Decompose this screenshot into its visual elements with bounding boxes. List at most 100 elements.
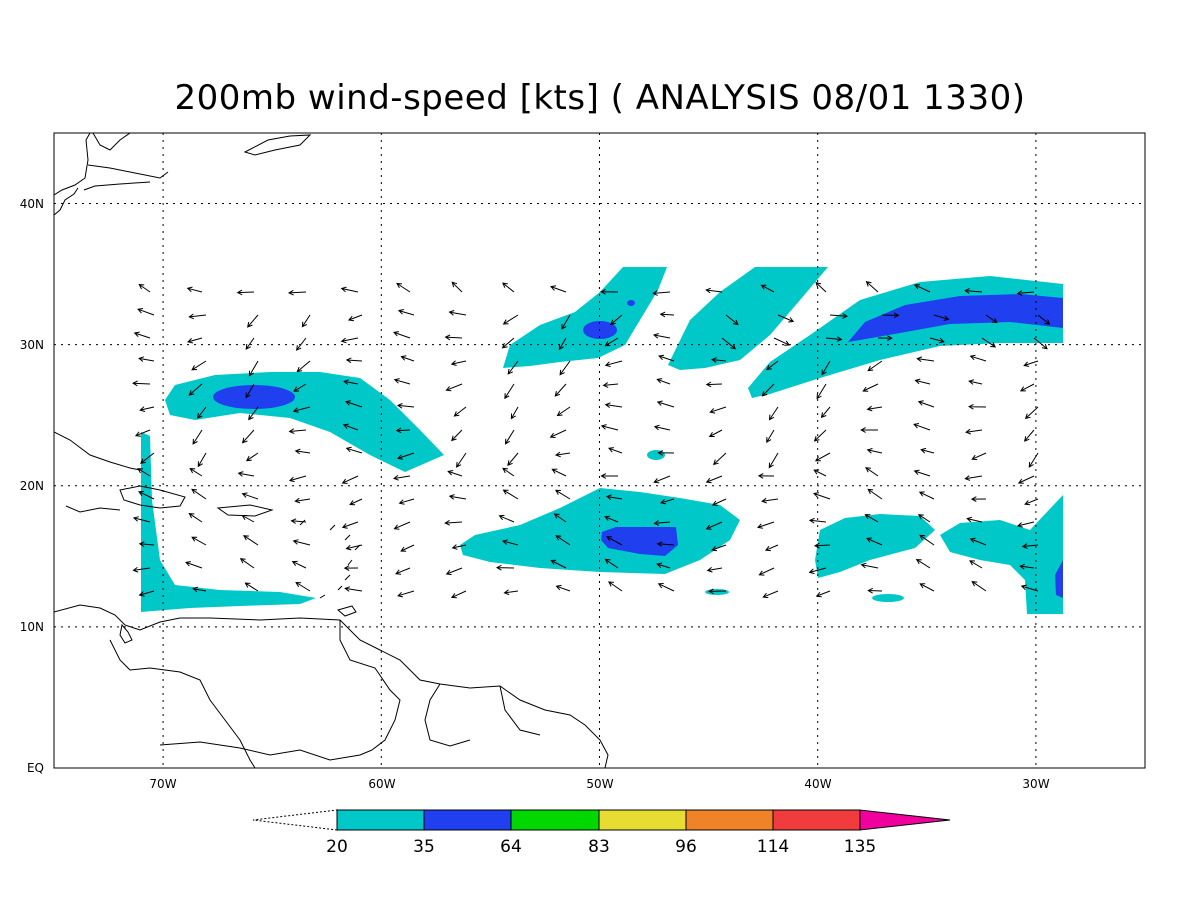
coastline-outlines <box>54 133 609 768</box>
wind-vector-arrow <box>766 360 779 371</box>
wind-vector-arrow <box>393 378 411 385</box>
wind-vector-arrow <box>918 491 935 500</box>
wind-vector-arrow <box>1024 498 1039 506</box>
wind-vector-arrow <box>777 314 795 323</box>
wind-vector-arrow <box>295 337 307 351</box>
wind-vector-arrow <box>705 381 723 388</box>
wind-vector-arrow <box>881 312 900 319</box>
wind-vector-arrow <box>829 313 848 319</box>
wind-vector-arrow <box>133 331 151 339</box>
wind-vector-arrow <box>137 308 155 316</box>
wind-vector-arrow <box>393 331 411 339</box>
jet-core-west-atlantic <box>213 385 295 409</box>
north-america-coast <box>54 133 169 216</box>
wind-vector-arrow <box>773 337 791 346</box>
wind-vector-arrow <box>392 475 411 481</box>
wind-vector-arrow <box>344 400 363 408</box>
wind-vector-arrow <box>964 288 983 294</box>
wind-vector-arrow <box>708 429 723 437</box>
wind-vector-arrow <box>866 537 883 546</box>
colorbar-label-114: 114 <box>757 837 789 857</box>
wind-vector-arrow <box>134 429 151 437</box>
wind-vector-arrow <box>761 383 775 397</box>
wind-vector-arrow <box>555 584 571 592</box>
wind-vector-arrow <box>764 544 779 552</box>
lat-label-eq: EQ <box>27 761 44 775</box>
wind-vector-arrow <box>291 560 307 569</box>
wind-vector-arrow <box>451 429 463 442</box>
wind-vector-arrow <box>766 429 775 443</box>
wind-vector-arrow <box>813 469 827 477</box>
brazil-interior <box>159 741 373 761</box>
wind-vector-arrow <box>495 564 515 571</box>
wind-vector-arrow <box>294 448 311 455</box>
wind-vector-arrow <box>290 518 307 524</box>
wind-vector-arrow <box>721 337 737 350</box>
wind-vector-arrow <box>341 521 359 529</box>
wind-vector-arrow <box>969 354 987 362</box>
lat-label-40n: 40N <box>20 197 44 211</box>
wind-vector-arrow <box>709 406 727 414</box>
lat-label-10n: 10N <box>20 620 44 634</box>
wind-vector-arrow <box>349 498 363 506</box>
wind-vector-arrow <box>561 314 571 330</box>
wind-vector-arrow <box>1019 563 1035 570</box>
wind-vector-arrow <box>396 403 415 409</box>
wind-vector-arrow <box>132 380 151 387</box>
wind-vector-arrow <box>502 314 519 325</box>
wind-vector-arrow <box>140 452 155 464</box>
wind-vector-arrow <box>444 334 463 341</box>
wind-vector-arrow <box>188 513 203 523</box>
wind-vector-arrow <box>559 360 571 376</box>
wind-vector-arrow <box>866 405 883 412</box>
wind-vector-arrow <box>296 360 311 373</box>
wind-vector-arrow <box>553 513 567 523</box>
wind-vector-arrow <box>447 470 463 477</box>
wind-vector-arrow <box>825 336 843 342</box>
wind-vector-arrow <box>243 535 259 546</box>
wind-vector-arrow <box>604 558 619 569</box>
map-title: 200mb wind-speed [kts] ( ANALYSIS 08/01 … <box>174 78 1026 118</box>
wind-vector-arrow <box>821 360 831 376</box>
wind-vector-arrow <box>345 446 363 454</box>
wind-vector-arrow <box>965 428 983 435</box>
caribbean-low-level-wind <box>141 432 316 612</box>
wind-vector-arrow <box>604 402 623 408</box>
wind-vector-arrow <box>340 286 359 293</box>
wind-vector-arrow <box>555 535 571 546</box>
wind-vector-arrow <box>295 581 311 592</box>
wind-vector-arrow <box>610 314 623 326</box>
wind-vector-arrow <box>915 559 931 569</box>
wind-vector-arrow <box>344 586 363 592</box>
wind-vector-arrow <box>814 452 831 462</box>
wind-vector-arrow <box>395 427 411 434</box>
wind-vector-arrow <box>288 428 307 434</box>
wind-vector-arrow <box>398 498 415 505</box>
wind-vector-arrow <box>400 355 415 362</box>
wind-vector-arrow <box>971 581 987 592</box>
colorbar-label-96: 96 <box>675 837 697 857</box>
wind-vector-arrow <box>920 447 935 454</box>
wind-vector-arrow <box>241 515 255 523</box>
wind-vector-arrow <box>760 284 775 293</box>
wind-vector-arrow <box>189 468 203 477</box>
wind-vector-arrow <box>711 544 727 552</box>
wind-vector-arrow <box>929 337 945 344</box>
wind-vector-arrow <box>820 406 831 419</box>
wind-vector-arrow <box>187 337 203 344</box>
jet-streak-50w-north <box>503 267 667 368</box>
wind-vector-arrow <box>913 284 931 293</box>
wind-vector-arrow <box>188 383 203 396</box>
wind-vector-arrow <box>393 521 411 530</box>
wind-vector-arrow <box>966 516 983 523</box>
wind-vector-arrow <box>554 383 567 397</box>
wind-vector-arrow <box>507 360 519 375</box>
wind-vector-arrow <box>445 383 463 392</box>
colorbar-swatch-96-114 <box>685 809 774 831</box>
wind-vector-arrow <box>913 469 931 477</box>
wind-vector-arrow <box>550 559 567 569</box>
wind-vector-arrow <box>294 497 311 504</box>
wind-vector-arrow <box>1023 360 1039 367</box>
wind-vector-arrow <box>604 337 619 347</box>
wind-vector-arrow <box>867 360 883 372</box>
